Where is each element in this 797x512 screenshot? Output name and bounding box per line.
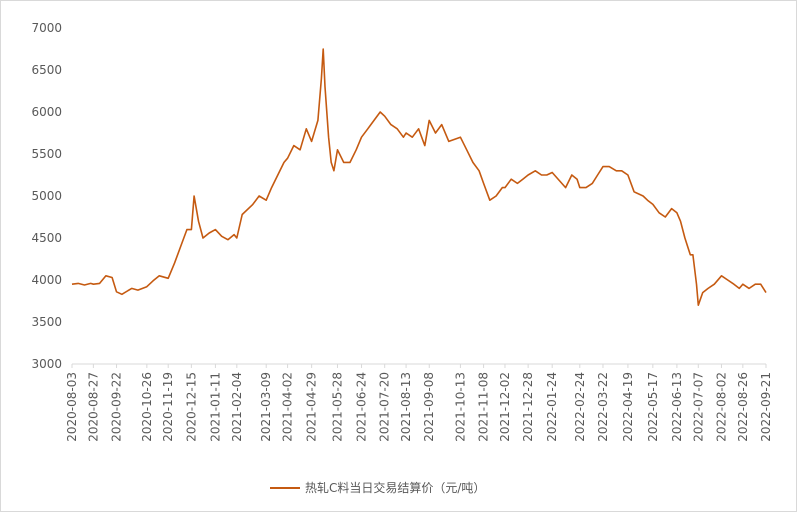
y-tick-label: 6000 <box>31 105 62 119</box>
x-tick-label: 2021-06-24 <box>355 372 369 442</box>
legend: 热轧C料当日交易结算价（元/吨） <box>270 480 485 495</box>
x-tick-label: 2020-10-26 <box>140 372 154 442</box>
legend-label: 热轧C料当日交易结算价（元/吨） <box>305 480 485 495</box>
y-tick-label: 4500 <box>31 231 62 245</box>
x-axis: 2020-08-03 2020-08-27 2020-09-22 2020-10-26… <box>65 364 773 442</box>
x-tick-label: 2021-02-04 <box>230 372 244 442</box>
x-tick-label: 2021-07-20 <box>378 372 392 442</box>
x-tick-label: 2022-01-24 <box>545 372 559 442</box>
x-tick-label: 2022-02-24 <box>573 372 587 442</box>
x-tick-label: 2022-05-17 <box>646 372 660 442</box>
x-tick-label: 2020-09-22 <box>110 372 124 442</box>
x-tick-label: 2021-11-08 <box>477 372 491 442</box>
x-tick-label: 2021-04-29 <box>305 372 319 442</box>
y-tick-label: 5000 <box>31 189 62 203</box>
x-tick-label: 2021-05-28 <box>330 372 344 442</box>
x-tick-label: 2022-08-26 <box>736 372 750 442</box>
y-tick-label: 6500 <box>31 63 62 77</box>
x-tick-label: 2020-11-19 <box>161 372 175 442</box>
y-tick-label: 5500 <box>31 147 62 161</box>
x-tick-label: 2021-08-13 <box>399 372 413 442</box>
x-tick-label: 2022-09-21 <box>759 372 773 442</box>
y-tick-label: 7000 <box>31 21 62 35</box>
y-tick-label: 4000 <box>31 273 62 287</box>
x-tick-label: 2021-04-02 <box>281 372 295 442</box>
x-tick-label: 2020-08-03 <box>65 372 79 442</box>
x-tick-label: 2022-08-02 <box>714 372 728 442</box>
x-tick-label: 2022-03-22 <box>596 372 610 442</box>
x-tick-label: 2021-10-13 <box>453 372 467 442</box>
x-tick-label: 2022-04-19 <box>621 372 635 442</box>
x-tick-label: 2022-07-07 <box>691 372 705 442</box>
x-tick-label: 2020-12-15 <box>184 372 198 442</box>
y-tick-label: 3000 <box>31 357 62 371</box>
series-line <box>71 48 767 306</box>
x-tick-label: 2021-01-11 <box>208 372 222 442</box>
x-tick-label: 2021-03-09 <box>259 372 273 442</box>
x-tick-label: 2021-12-28 <box>521 372 535 442</box>
y-axis: 3000 3500 4000 4500 5000 5500 6000 6500 7000 <box>31 21 62 371</box>
x-tick-label: 2020-08-27 <box>86 372 100 442</box>
x-tick-label: 2021-09-08 <box>422 372 436 442</box>
y-tick-label: 3500 <box>31 315 62 329</box>
x-tick-label: 2022-06-13 <box>670 372 684 442</box>
x-tick-label: 2021-12-02 <box>498 372 512 442</box>
